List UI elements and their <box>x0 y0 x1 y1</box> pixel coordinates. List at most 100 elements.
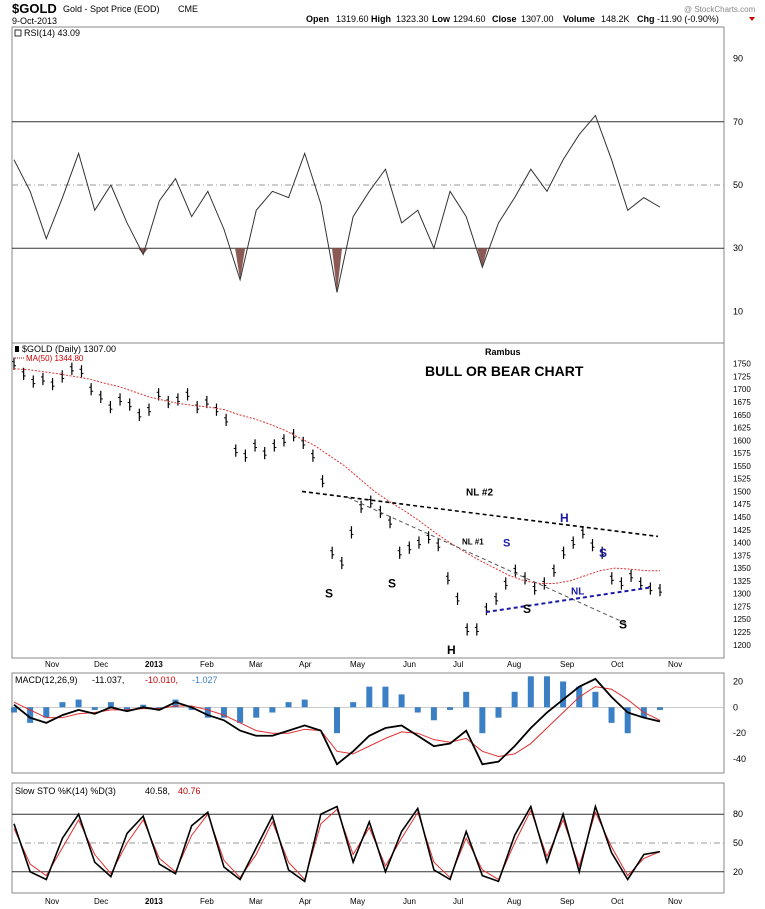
price-tick-label: 1525 <box>733 475 751 484</box>
macd-label: MACD(12,26,9) <box>15 675 78 685</box>
month-label: Dec <box>94 897 108 906</box>
rsi-line <box>13 114 661 293</box>
macd-histogram-bar <box>657 707 663 710</box>
price-layer: 1200 1225 1250 1275 1300 1325 1350 1375 1400 1425… <box>12 357 751 657</box>
month-label: May <box>350 660 365 669</box>
month-label: Jul <box>453 897 463 906</box>
pattern-label: S <box>523 602 531 616</box>
signal-value: -10.010, <box>145 675 178 685</box>
volume-value: 148.2K <box>601 14 630 24</box>
hist-value: -1.027 <box>192 675 218 685</box>
pattern-label: S <box>599 546 607 560</box>
sto-d-line <box>13 808 661 881</box>
rsi-title: RSI(14) 43.09 <box>24 28 80 38</box>
month-label: Jul <box>453 660 463 669</box>
price-tick-label: 1500 <box>733 487 751 496</box>
macd-histogram-bar <box>334 707 340 734</box>
macd-tick-label: -20 <box>733 728 746 738</box>
macd-histogram-bar <box>237 707 244 723</box>
macd-histogram-bar <box>59 702 66 708</box>
sto-tick-label: 20 <box>733 867 743 877</box>
down-triangle-icon <box>749 17 755 21</box>
sto-tick-label: 80 <box>733 809 743 819</box>
macd-histogram-bar <box>560 681 567 708</box>
sto-panel <box>11 782 725 894</box>
rsi-layer: 10 30 50 70 90 <box>12 54 743 316</box>
exchange-label: CME <box>178 4 198 14</box>
month-label: Apr <box>299 660 312 669</box>
macd-histogram-bar <box>124 707 131 710</box>
price-tick-label: 1225 <box>733 628 751 637</box>
macd-tick-label: 20 <box>733 676 743 686</box>
macd-histogram-bar <box>140 704 147 708</box>
close-value: 1307.00 <box>521 14 554 24</box>
sto-label: Slow STO %K(14) %D(3) <box>15 786 116 796</box>
month-label: Sep <box>560 660 575 669</box>
low-value: 1294.60 <box>453 14 486 24</box>
month-label: Mar <box>249 897 263 906</box>
rsi-oversold-fill <box>235 248 246 280</box>
neckline-blue <box>485 586 651 614</box>
ma50-line <box>13 368 661 584</box>
macd-histogram-bar <box>11 707 17 713</box>
xaxis-layer: Nov Dec 2013 Feb Mar Apr May Jun Jul Aug Sep Oct Nov… <box>45 660 682 906</box>
price-tick-label: 1375 <box>733 551 751 560</box>
macd-histogram-bar <box>188 707 195 710</box>
sto-tick-label: 50 <box>733 838 743 848</box>
rsi-tick-label: 10 <box>733 306 743 316</box>
macd-histogram-bar <box>479 707 486 734</box>
price-tick-label: 1675 <box>733 398 751 407</box>
macd-histogram-bar <box>285 702 292 708</box>
month-label: Nov <box>668 897 682 906</box>
price-tick-label: 1450 <box>733 513 751 522</box>
month-label: Jun <box>403 897 416 906</box>
chart-date: 9-Oct-2013 <box>12 16 57 26</box>
watermark: @ StockCharts.com <box>684 5 756 14</box>
macd-histogram-bar <box>91 707 98 710</box>
macd-histogram-bar <box>447 707 454 710</box>
price-panel <box>11 342 725 659</box>
price-tick-label: 1475 <box>733 500 751 509</box>
macd-histogram-bar <box>204 707 211 718</box>
rsi-tick-label: 50 <box>733 180 743 190</box>
macd-histogram-bar <box>350 702 357 708</box>
rsi-tick-label: 70 <box>733 117 743 127</box>
macd-histogram-bar <box>543 676 550 708</box>
price-tick-label: 1625 <box>733 424 751 433</box>
macd-tick-label: 0 <box>733 702 738 712</box>
macd-panel <box>11 672 725 774</box>
macd-histogram-bar <box>43 707 50 718</box>
price-tick-label: 1575 <box>733 449 751 458</box>
macd-layer: 20 0 -20 -40 <box>11 676 746 766</box>
month-label: Oct <box>611 897 624 906</box>
month-label: Nov <box>45 897 59 906</box>
price-tick-label: 1600 <box>733 436 751 445</box>
month-label: Oct <box>611 660 624 669</box>
macd-histogram-bar <box>624 707 631 734</box>
rsi-tick-label: 30 <box>733 243 743 253</box>
price-tick-label: 1550 <box>733 462 751 471</box>
symbol-title: $GOLD <box>12 1 57 16</box>
month-label: Dec <box>94 660 108 669</box>
d-value: 40.76 <box>178 786 201 796</box>
sto-layer: 20 50 80 <box>12 803 743 883</box>
macd-histogram-bar <box>382 686 389 708</box>
volume-label: Volume <box>563 14 595 24</box>
price-tick-label: 1425 <box>733 526 751 535</box>
chg-value: -11.90 (-0.90%) <box>657 14 719 24</box>
macd-histogram-bar <box>430 707 437 721</box>
macd-histogram-bar <box>608 707 615 723</box>
annotation-title: BULL OR BEAR CHART <box>425 363 584 379</box>
neckline-label: NL #2 <box>466 488 493 499</box>
macd-tick-label: -40 <box>733 754 746 764</box>
month-label: Aug <box>507 660 521 669</box>
low-label: Low <box>432 14 451 24</box>
price-tick-label: 1200 <box>733 641 751 650</box>
neckline-label: NL <box>571 587 584 598</box>
pattern-label: S <box>325 587 333 601</box>
rsi-tick-label: 90 <box>733 54 743 64</box>
month-label: May <box>350 897 365 906</box>
price-tick-label: 1700 <box>733 385 751 394</box>
macd-histogram-bar <box>414 707 421 713</box>
